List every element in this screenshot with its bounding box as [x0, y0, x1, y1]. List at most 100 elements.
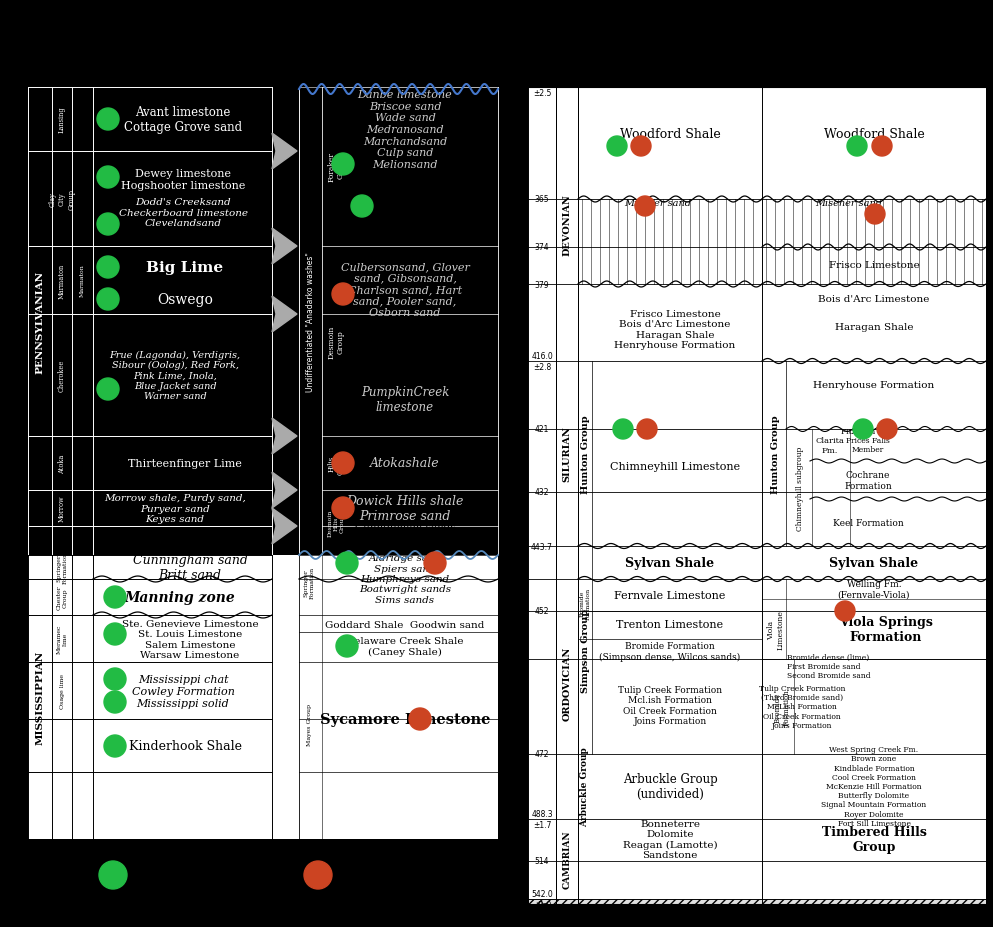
Text: Ste. Genevieve Limestone
St. Louis Limestone
Salem Limestone
Warsaw Limestone: Ste. Genevieve Limestone St. Louis Limes…	[122, 619, 258, 659]
Circle shape	[637, 420, 657, 439]
Text: Misener sand: Misener sand	[815, 198, 883, 208]
Text: Tulip Creek Formation
Mcl.ish Formation
Oil Creek Formation
Joins Formation: Tulip Creek Formation Mcl.ish Formation …	[618, 685, 722, 725]
Circle shape	[99, 861, 127, 889]
Text: DEVONIAN: DEVONIAN	[562, 194, 572, 256]
Circle shape	[97, 378, 119, 400]
Circle shape	[97, 108, 119, 131]
Circle shape	[613, 420, 633, 439]
Text: 416.0
±2.8: 416.0 ±2.8	[531, 352, 553, 372]
Text: Clarita
Fm.: Clarita Fm.	[815, 437, 844, 454]
Circle shape	[104, 692, 126, 713]
Text: Sycamore Limestone: Sycamore Limestone	[320, 712, 491, 726]
Circle shape	[351, 196, 373, 218]
Circle shape	[847, 137, 867, 157]
Text: Marmaton: Marmaton	[80, 264, 85, 297]
Text: Cherokee: Cherokee	[58, 360, 66, 392]
Text: Manning zone: Manning zone	[125, 590, 235, 604]
Text: Haragan Shale: Haragan Shale	[835, 324, 914, 332]
Text: Dewey limestone
Hogshooter limestone: Dewey limestone Hogshooter limestone	[121, 169, 245, 191]
Text: Viola
Limestone: Viola Limestone	[768, 609, 784, 649]
Text: Woodford Shale: Woodford Shale	[823, 128, 924, 141]
Text: Arbuckle Group: Arbuckle Group	[581, 747, 590, 827]
Text: •1.0: •1.0	[534, 909, 549, 915]
Text: Bromide dense (lime)
First Bromide sand
Second Bromide sand: Bromide dense (lime) First Bromide sand …	[787, 654, 871, 679]
Text: Fernvale Limestone: Fernvale Limestone	[615, 590, 726, 601]
Text: 452: 452	[535, 607, 549, 616]
Circle shape	[332, 452, 354, 475]
Circle shape	[97, 257, 119, 279]
Text: Simpson Group: Simpson Group	[581, 608, 590, 692]
Text: 374: 374	[534, 243, 549, 252]
Bar	[28, 88, 498, 839]
Text: Desmoin
Group: Desmoin Group	[328, 325, 345, 359]
Text: Henryhouse Formation: Henryhouse Formation	[813, 380, 934, 389]
Text: Misener sand: Misener sand	[625, 198, 691, 208]
Text: Keel Formation: Keel Formation	[832, 518, 904, 527]
Circle shape	[332, 154, 354, 176]
Text: Woodford Shale: Woodford Shale	[620, 128, 720, 141]
Circle shape	[104, 623, 126, 645]
Text: Lansing: Lansing	[58, 107, 66, 133]
Text: Thirteenfinger Lime: Thirteenfinger Lime	[128, 459, 242, 468]
Circle shape	[635, 197, 655, 217]
Polygon shape	[272, 473, 297, 508]
Text: Viola Springs
Formation: Viola Springs Formation	[839, 616, 933, 643]
Text: Culbersonsand, Glover
sand, Gibsonsand,
Charlson sand, Hart
sand, Pooler sand,
O: Culbersonsand, Glover sand, Gibsonsand, …	[341, 261, 470, 318]
Circle shape	[332, 284, 354, 306]
Polygon shape	[272, 419, 297, 454]
Circle shape	[424, 552, 446, 575]
Text: Cunningham sand
Britt sand: Cunningham sand Britt sand	[132, 553, 247, 581]
Text: Osage lime: Osage lime	[60, 673, 65, 708]
Text: CAMBRIAN: CAMBRIAN	[562, 830, 572, 888]
Text: Arbuckle Group
(undivided): Arbuckle Group (undivided)	[623, 772, 717, 800]
Text: Desmoin
Hilis
Group: Desmoin Hilis Group	[328, 509, 345, 537]
Circle shape	[104, 668, 126, 691]
Text: Springer
Formation: Springer Formation	[304, 566, 315, 599]
Text: Morrow: Morrow	[58, 495, 66, 522]
Text: Springer
Formation: Springer Formation	[57, 552, 68, 583]
Text: Hilis
Group: Hilis Group	[328, 452, 345, 475]
Text: 542.0
±1.0: 542.0 ±1.0	[531, 889, 553, 908]
Text: Bromide Formation
(Simpson dense, Wilcos sands): Bromide Formation (Simpson dense, Wilcos…	[600, 641, 741, 661]
Bar	[28, 555, 498, 839]
Text: 472: 472	[535, 750, 549, 758]
Text: MISSISSIPPIAN: MISSISSIPPIAN	[36, 650, 45, 744]
Text: Hunton Group: Hunton Group	[772, 414, 780, 493]
Polygon shape	[272, 229, 297, 265]
Text: Chester
Group: Chester Group	[57, 585, 68, 610]
Text: Big Lime: Big Lime	[146, 260, 223, 274]
Text: 488.3
±1.7: 488.3 ±1.7	[531, 809, 553, 829]
Text: Bonneterre
Dolomite
Reagan (Lamotte)
Sandstone: Bonneterre Dolomite Reagan (Lamotte) San…	[623, 819, 717, 859]
Text: Marmaton: Marmaton	[58, 263, 66, 298]
Text: Danbe limestone
Briscoe sand
Wade sand
Medranosand
Marchandsand
Culp sand
Melion: Danbe limestone Briscoe sand Wade sand M…	[357, 90, 453, 170]
Circle shape	[409, 708, 431, 730]
Text: 359.2
±2.5: 359.2 ±2.5	[531, 78, 553, 97]
Text: 514: 514	[535, 857, 549, 866]
Text: Goddard Shale  Goodwin sand: Goddard Shale Goodwin sand	[326, 620, 485, 629]
Circle shape	[835, 602, 855, 621]
Text: ORDOVICIAN: ORDOVICIAN	[562, 646, 572, 720]
Text: Mississippi chat
Cowley Formation
Mississippi solid: Mississippi chat Cowley Formation Missis…	[131, 675, 234, 708]
Text: Hunton Group: Hunton Group	[581, 414, 590, 493]
Text: Chimneyhill subgroup: Chimneyhill subgroup	[796, 446, 804, 530]
Text: 379: 379	[534, 280, 549, 289]
Text: Avant limestone
Cottage Grove sand: Avant limestone Cottage Grove sand	[124, 106, 242, 133]
Text: Cunningham sands
Markham sand
Britt sand
Aldridge sand
Spiers sand
Humphreys san: Cunningham sands Markham sand Britt sand…	[355, 523, 455, 604]
Text: Bois d'Arc Limestone: Bois d'Arc Limestone	[818, 295, 929, 304]
Text: Meramec
lime: Meramec lime	[57, 624, 68, 654]
Text: 432: 432	[535, 488, 549, 497]
Text: West Spring Creek Fm.
Brown zone
Kindblade Formation
Cool Creek Formation
McKenz: West Spring Creek Fm. Brown zone Kindbla…	[821, 745, 926, 827]
Text: Bromide
Formation: Bromide Formation	[580, 587, 591, 619]
Text: 365: 365	[534, 196, 549, 204]
Text: Foraker
Group: Foraker Group	[328, 152, 345, 183]
Polygon shape	[272, 297, 297, 333]
Text: Frisco Limestone
Bois d'Arc Limestone
Haragan Shale
Henryhouse Formation: Frisco Limestone Bois d'Arc Limestone Ha…	[615, 310, 736, 349]
Bar	[528, 899, 986, 904]
Circle shape	[631, 137, 651, 157]
Circle shape	[97, 288, 119, 311]
Text: Undifferentiated "Anadarko washes": Undifferentiated "Anadarko washes"	[306, 252, 315, 391]
Text: PENNSYLVANIAN: PENNSYLVANIAN	[36, 270, 45, 374]
Circle shape	[332, 498, 354, 519]
Circle shape	[336, 635, 358, 657]
Circle shape	[304, 861, 332, 889]
